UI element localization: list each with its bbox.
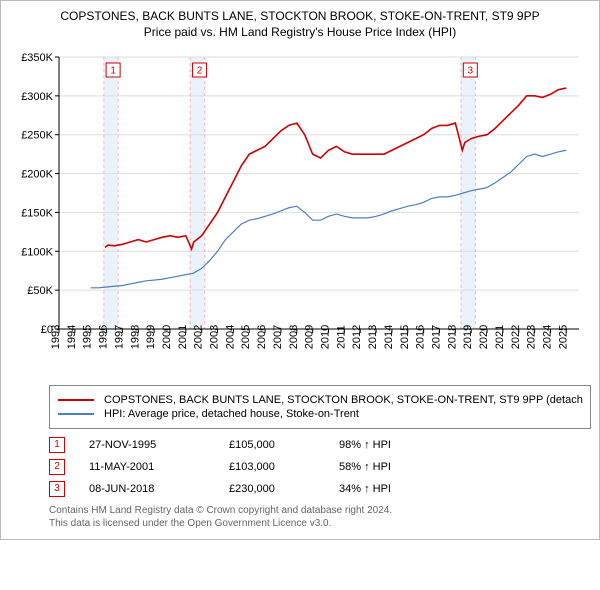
legend-swatch bbox=[58, 399, 94, 401]
svg-text:1996: 1996 bbox=[98, 325, 110, 349]
svg-text:2025: 2025 bbox=[557, 325, 569, 349]
legend-row: HPI: Average price, detached house, Stok… bbox=[58, 408, 582, 420]
event-pct: 34% ↑ HPI bbox=[339, 483, 391, 495]
event-date: 27-NOV-1995 bbox=[89, 439, 229, 451]
chart: £0£50K£100K£150K£200K£250K£300K£350K1993… bbox=[9, 47, 591, 377]
svg-text:2015: 2015 bbox=[399, 325, 411, 349]
svg-text:£350K: £350K bbox=[21, 52, 53, 64]
event-price: £103,000 bbox=[229, 461, 339, 473]
svg-text:£150K: £150K bbox=[21, 207, 53, 219]
svg-text:2023: 2023 bbox=[526, 325, 538, 349]
event-number-box: 2 bbox=[49, 459, 65, 475]
svg-text:2021: 2021 bbox=[494, 325, 506, 349]
svg-text:2003: 2003 bbox=[209, 325, 221, 349]
event-row: 3 08-JUN-2018£230,00034% ↑ HPI bbox=[49, 481, 591, 497]
svg-text:£100K: £100K bbox=[21, 246, 53, 258]
legend-label: COPSTONES, BACK BUNTS LANE, STOCKTON BRO… bbox=[104, 394, 583, 406]
event-number-box: 3 bbox=[49, 481, 65, 497]
svg-text:1999: 1999 bbox=[145, 325, 157, 349]
svg-text:1: 1 bbox=[110, 66, 116, 77]
svg-text:2: 2 bbox=[197, 66, 203, 77]
chart-container: COPSTONES, BACK BUNTS LANE, STOCKTON BRO… bbox=[0, 0, 600, 540]
svg-text:2008: 2008 bbox=[288, 325, 300, 349]
svg-text:1998: 1998 bbox=[129, 325, 141, 349]
legend: COPSTONES, BACK BUNTS LANE, STOCKTON BRO… bbox=[49, 385, 591, 429]
legend-label: HPI: Average price, detached house, Stok… bbox=[104, 408, 359, 420]
event-pct: 98% ↑ HPI bbox=[339, 439, 391, 451]
svg-text:2014: 2014 bbox=[383, 325, 395, 349]
title-block: COPSTONES, BACK BUNTS LANE, STOCKTON BRO… bbox=[9, 9, 591, 39]
svg-text:1993: 1993 bbox=[50, 325, 62, 349]
svg-text:2007: 2007 bbox=[272, 325, 284, 349]
svg-text:2000: 2000 bbox=[161, 325, 173, 349]
svg-text:2020: 2020 bbox=[478, 325, 490, 349]
svg-text:2024: 2024 bbox=[541, 325, 553, 349]
svg-text:£250K: £250K bbox=[21, 130, 53, 142]
footer-line-2: This data is licensed under the Open Gov… bbox=[49, 518, 591, 529]
event-row: 2 11-MAY-2001£103,00058% ↑ HPI bbox=[49, 459, 591, 475]
event-date: 08-JUN-2018 bbox=[89, 483, 229, 495]
legend-swatch bbox=[58, 413, 94, 415]
svg-text:£200K: £200K bbox=[21, 169, 53, 181]
svg-text:3: 3 bbox=[468, 66, 474, 77]
legend-row: COPSTONES, BACK BUNTS LANE, STOCKTON BRO… bbox=[58, 394, 582, 406]
svg-text:£50K: £50K bbox=[27, 285, 53, 297]
svg-text:2018: 2018 bbox=[446, 325, 458, 349]
svg-text:2013: 2013 bbox=[367, 325, 379, 349]
svg-text:2009: 2009 bbox=[304, 325, 316, 349]
title-main: COPSTONES, BACK BUNTS LANE, STOCKTON BRO… bbox=[9, 9, 591, 23]
svg-text:2005: 2005 bbox=[240, 325, 252, 349]
svg-text:2022: 2022 bbox=[510, 325, 522, 349]
svg-text:1995: 1995 bbox=[82, 325, 94, 349]
event-price: £105,000 bbox=[229, 439, 339, 451]
event-row: 1 27-NOV-1995£105,00098% ↑ HPI bbox=[49, 437, 591, 453]
svg-text:2002: 2002 bbox=[193, 325, 205, 349]
svg-text:2019: 2019 bbox=[462, 325, 474, 349]
svg-text:1994: 1994 bbox=[66, 325, 78, 349]
svg-text:2010: 2010 bbox=[320, 325, 332, 349]
footer: Contains HM Land Registry data © Crown c… bbox=[49, 505, 591, 529]
title-sub: Price paid vs. HM Land Registry's House … bbox=[9, 25, 591, 39]
svg-text:2001: 2001 bbox=[177, 325, 189, 349]
svg-text:2016: 2016 bbox=[415, 325, 427, 349]
event-number-box: 1 bbox=[49, 437, 65, 453]
svg-text:1997: 1997 bbox=[113, 325, 125, 349]
footer-line-1: Contains HM Land Registry data © Crown c… bbox=[49, 505, 591, 516]
chart-svg: £0£50K£100K£150K£200K£250K£300K£350K1993… bbox=[9, 47, 589, 377]
svg-text:2004: 2004 bbox=[224, 325, 236, 349]
svg-text:2011: 2011 bbox=[335, 325, 347, 349]
event-date: 11-MAY-2001 bbox=[89, 461, 229, 473]
svg-text:2006: 2006 bbox=[256, 325, 268, 349]
svg-text:£300K: £300K bbox=[21, 91, 53, 103]
event-list: 1 27-NOV-1995£105,00098% ↑ HPI 2 11-MAY-200… bbox=[49, 437, 591, 497]
svg-text:2012: 2012 bbox=[351, 325, 363, 349]
svg-text:2017: 2017 bbox=[430, 325, 442, 349]
event-price: £230,000 bbox=[229, 483, 339, 495]
event-pct: 58% ↑ HPI bbox=[339, 461, 391, 473]
